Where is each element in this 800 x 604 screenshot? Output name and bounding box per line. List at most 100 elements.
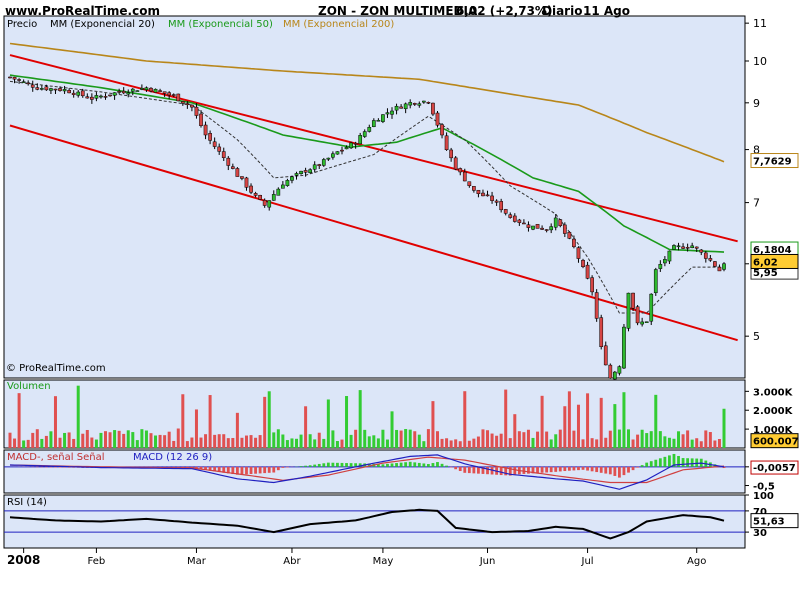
candle-body — [563, 225, 566, 234]
legend-ema200: MM (Exponencial 200) — [283, 19, 394, 30]
candle-body — [663, 259, 666, 263]
legend-macd: MACD (12 26 9) — [133, 452, 212, 463]
volume-bar — [409, 430, 412, 448]
volume-bar — [459, 441, 462, 448]
macd-histogram-bar — [618, 467, 621, 478]
candle-body — [177, 94, 180, 101]
macd-histogram-bar — [331, 463, 334, 467]
volume-bar — [677, 431, 680, 448]
macd-histogram-bar — [400, 463, 403, 467]
macd-histogram-bar — [686, 458, 689, 467]
volume-bar — [686, 430, 689, 448]
volume-bar — [345, 396, 348, 448]
rsi-tick-label: 30 — [753, 528, 767, 539]
volume-bar — [254, 438, 257, 448]
candle-body — [327, 158, 330, 159]
macd-histogram-bar — [632, 467, 635, 470]
candle-body — [440, 125, 443, 135]
candle-body — [527, 225, 530, 228]
macd-histogram-bar — [641, 465, 644, 467]
candle-body — [227, 158, 230, 165]
candle-body — [486, 195, 489, 196]
price-tick-label: 9 — [753, 97, 760, 110]
legend-volume: Volumen — [7, 381, 51, 392]
volume-bar — [236, 413, 239, 448]
volume-bar — [368, 436, 371, 448]
volume-bar — [513, 414, 516, 448]
candle-body — [186, 104, 189, 105]
macd-histogram-bar — [541, 467, 544, 473]
volume-bar — [663, 436, 666, 448]
volume-last-label: 600.007 — [753, 437, 799, 448]
volume-bar — [22, 440, 25, 448]
candle-body — [27, 83, 30, 84]
volume-bar — [472, 439, 475, 448]
rsi-tick-label: 100 — [753, 491, 774, 502]
volume-bar — [45, 436, 48, 448]
volume-bar — [481, 429, 484, 448]
candle-body — [309, 170, 312, 173]
volume-bar — [181, 394, 184, 448]
macd-histogram-bar — [527, 467, 530, 474]
candle-body — [127, 93, 130, 94]
macd-histogram-bar — [418, 463, 421, 467]
legend-ema50: MM (Exponencial 50) — [168, 19, 273, 30]
ema200-label: 7,7629 — [753, 157, 792, 168]
volume-bar — [27, 440, 30, 448]
candle-body — [259, 195, 262, 199]
macd-histogram-bar — [409, 462, 412, 467]
volume-bar — [290, 438, 293, 448]
macd-histogram-bar — [268, 467, 271, 473]
candle-body — [481, 193, 484, 196]
candle-body — [90, 97, 93, 99]
volume-bar — [49, 431, 52, 448]
macd-histogram-bar — [568, 467, 571, 471]
watermark: © ProRealTime.com — [6, 363, 106, 374]
volume-bar — [618, 430, 621, 448]
candle-body — [436, 113, 439, 125]
site-url[interactable]: www.ProRealTime.com — [5, 4, 160, 18]
macd-histogram-bar — [322, 463, 325, 467]
candle-body — [422, 101, 425, 102]
candle-body — [427, 102, 430, 103]
x-tick-label: Abr — [283, 556, 301, 567]
volume-bar — [486, 430, 489, 448]
candle-body — [395, 106, 398, 110]
candle-body — [477, 190, 480, 194]
volume-bar — [309, 434, 312, 448]
candle-body — [163, 92, 166, 94]
candle-body — [322, 159, 325, 165]
candle-body — [372, 120, 375, 126]
macd-histogram-bar — [613, 467, 616, 476]
candle-body — [672, 245, 675, 249]
macd-histogram-bar — [513, 467, 516, 475]
candle-body — [586, 265, 589, 278]
candle-body — [377, 120, 380, 121]
candle-body — [8, 77, 11, 78]
volume-bar — [718, 439, 721, 448]
macd-histogram-bar — [386, 464, 389, 467]
candle-body — [454, 158, 457, 169]
macd-histogram-bar — [522, 467, 525, 474]
candle-body — [495, 201, 498, 202]
candle-body — [104, 96, 107, 97]
candle-body — [581, 260, 584, 267]
candle-body — [354, 143, 357, 144]
macd-histogram-bar — [545, 467, 548, 473]
macd-histogram-bar — [609, 467, 612, 474]
macd-histogram-bar — [468, 467, 471, 473]
volume-bar — [190, 438, 193, 448]
macd-histogram-bar — [691, 458, 694, 466]
candle-body — [550, 227, 553, 230]
macd-histogram-bar — [550, 467, 553, 472]
volume-bar — [527, 430, 530, 448]
macd-last-label: -0,0057 — [753, 463, 796, 474]
volume-bar — [90, 438, 93, 448]
macd-histogram-bar — [250, 467, 253, 474]
volume-bar — [504, 390, 507, 448]
candle-body — [554, 218, 557, 227]
candle-body — [195, 107, 198, 115]
volume-bar — [322, 439, 325, 448]
volume-bar — [613, 404, 616, 448]
volume-bar — [304, 406, 307, 448]
